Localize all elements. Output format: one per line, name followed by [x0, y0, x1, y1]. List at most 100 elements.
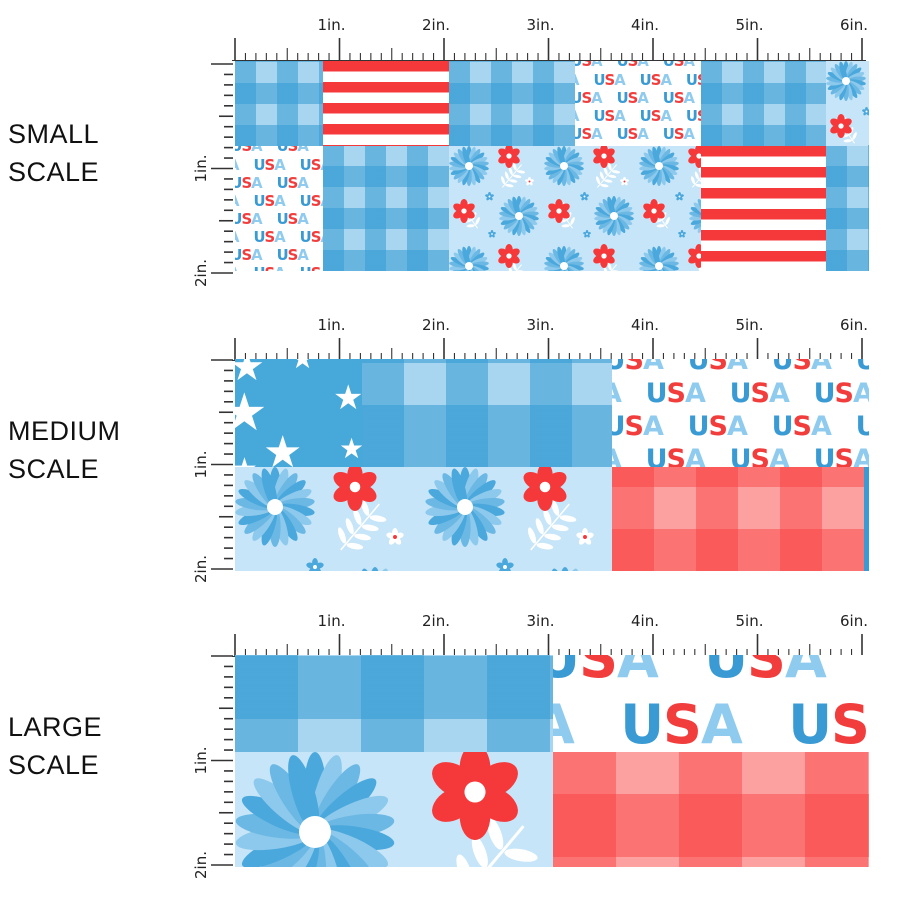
- tile-floral: [826, 61, 869, 146]
- ruler-label: 1in.: [318, 316, 346, 334]
- usa-letter-s: S: [241, 246, 252, 265]
- usa-letter-s: S: [792, 411, 812, 442]
- usa-motif: USA: [640, 72, 672, 88]
- usa-motif: USA: [788, 697, 869, 753]
- usa-motif: USA: [593, 143, 625, 146]
- usa-letter-u: U: [593, 143, 605, 146]
- scale-label: SMALL SCALE: [8, 115, 99, 191]
- star-icon: ★: [235, 359, 265, 389]
- small-blue-flower-icon: [496, 558, 514, 571]
- white-flower-icon: [386, 528, 404, 545]
- usa-letter-u: U: [645, 444, 668, 468]
- usa-letter-u: U: [616, 125, 629, 143]
- usa-motif: USA: [575, 72, 580, 88]
- usa-motif: USA: [772, 359, 832, 376]
- usa-letter-a: A: [591, 88, 602, 107]
- usa-motif: USA: [277, 146, 309, 156]
- usa-letter-a: A: [612, 444, 622, 468]
- blue-daisy-icon: [235, 752, 395, 867]
- usa-letter-a: A: [297, 210, 308, 228]
- usa-motif: USA: [814, 380, 869, 408]
- ruler-label: 2in.: [422, 316, 450, 334]
- red-flower-icon: [453, 199, 475, 223]
- usa-letter-u: U: [771, 411, 794, 442]
- usa-letter-s: S: [750, 444, 770, 468]
- leaf-icon: [445, 817, 538, 867]
- usa-letter-s: S: [627, 61, 639, 71]
- usa-letter-u: U: [729, 444, 752, 468]
- usa-letter-a: A: [297, 146, 308, 156]
- usa-letter-u: U: [299, 155, 312, 174]
- tile-blue-gingham: [362, 359, 612, 467]
- blue-daisy-icon: [639, 146, 679, 186]
- usa-motif: USA: [235, 246, 263, 265]
- usa-letter-s: S: [624, 359, 644, 376]
- usa-letter-s: S: [792, 359, 812, 376]
- usa-letter-a: A: [637, 61, 648, 71]
- usa-letter-s: S: [287, 173, 299, 192]
- usa-motif: USA: [235, 146, 263, 156]
- usa-letter-s: S: [673, 88, 685, 107]
- tile-floral: [235, 752, 553, 867]
- usa-motif: USA: [616, 125, 649, 143]
- ruler-label: 1in.: [192, 747, 210, 775]
- usa-letter-u: U: [235, 146, 242, 156]
- usa-motif: USA: [663, 61, 695, 70]
- usa-letter-s: S: [605, 143, 616, 146]
- ruler-label: 4in.: [631, 612, 659, 630]
- usa-letter-s: S: [310, 228, 322, 247]
- usa-letter-a: A: [810, 359, 832, 376]
- scale-label-line2: SCALE: [8, 157, 100, 187]
- usa-motif: USA: [640, 106, 672, 125]
- usa-letter-a: A: [251, 173, 262, 192]
- usa-motif: USA: [575, 88, 603, 107]
- usa-letter-u: U: [813, 444, 836, 468]
- usa-letter-a: A: [683, 125, 695, 143]
- usa-letter-a: A: [575, 143, 580, 146]
- usa-letter-s: S: [604, 70, 616, 89]
- usa-letter-a: A: [320, 156, 323, 174]
- usa-letter-s: S: [264, 191, 276, 210]
- left-ruler-ticks: 1in. 2in.: [192, 359, 233, 583]
- scale-label-line1: LARGE: [8, 712, 103, 742]
- usa-letter-u: U: [276, 173, 289, 192]
- tile-usa-letters: USAUSAUSAUSAUSAUSAUSAUSAUSAUSAUSAUSAUSAU…: [235, 146, 323, 271]
- small-blue-flower-icon: [306, 558, 324, 571]
- top-ruler: 1in. 2in. 3in. 4in. 5in. 6in.: [232, 314, 872, 362]
- usa-letter-a: A: [235, 228, 240, 246]
- leaf-icon: [691, 264, 701, 271]
- red-flower-icon: [333, 467, 377, 511]
- tile-blue-edge: [864, 467, 869, 571]
- usa-letter-s: S: [579, 655, 618, 690]
- tile-usa-letters: USAUSAUSAUSAUSAUSAUSAUSAUSAUSAUSAUSAUSAU…: [575, 61, 701, 146]
- tile-red-stripes: [323, 61, 449, 146]
- usa-motif: USA: [235, 173, 263, 192]
- usa-letter-s: S: [650, 106, 662, 125]
- usa-letter-a: A: [235, 156, 240, 174]
- usa-letter-s: S: [287, 246, 299, 265]
- ruler-label: 1in.: [192, 451, 210, 479]
- tile-blue-gingham: [826, 146, 869, 271]
- tile-usa-letters: USAUSAUSAUSAUSAUSAUSAUSAUSAUSAUSAUSAUSAU…: [612, 359, 869, 467]
- usa-letter-a: A: [251, 210, 262, 228]
- tile-blue-gingham: [701, 61, 826, 146]
- star-icon: ★: [235, 384, 268, 442]
- blue-daisy-icon: [361, 567, 389, 571]
- left-ruler: 1in. 2in.: [190, 60, 234, 290]
- usa-letter-s: S: [673, 125, 685, 143]
- star-icon: ★: [235, 455, 258, 468]
- usa-motif: USA: [612, 413, 664, 441]
- ruler-label: 3in.: [527, 612, 555, 630]
- ruler-label: 1in.: [318, 612, 346, 630]
- usa-motif: USA: [235, 228, 240, 246]
- usa-letter-s: S: [241, 210, 252, 228]
- white-flower-icon: [576, 528, 594, 545]
- red-flower-icon: [593, 146, 615, 168]
- usa-letter-a: A: [637, 125, 648, 143]
- usa-letter-u: U: [620, 693, 664, 753]
- tile-floral: [235, 467, 612, 571]
- usa-letter-a: A: [768, 444, 790, 468]
- red-flower-icon: [548, 199, 570, 223]
- usa-motif: USA: [277, 246, 309, 265]
- usa-letter-s: S: [287, 146, 299, 156]
